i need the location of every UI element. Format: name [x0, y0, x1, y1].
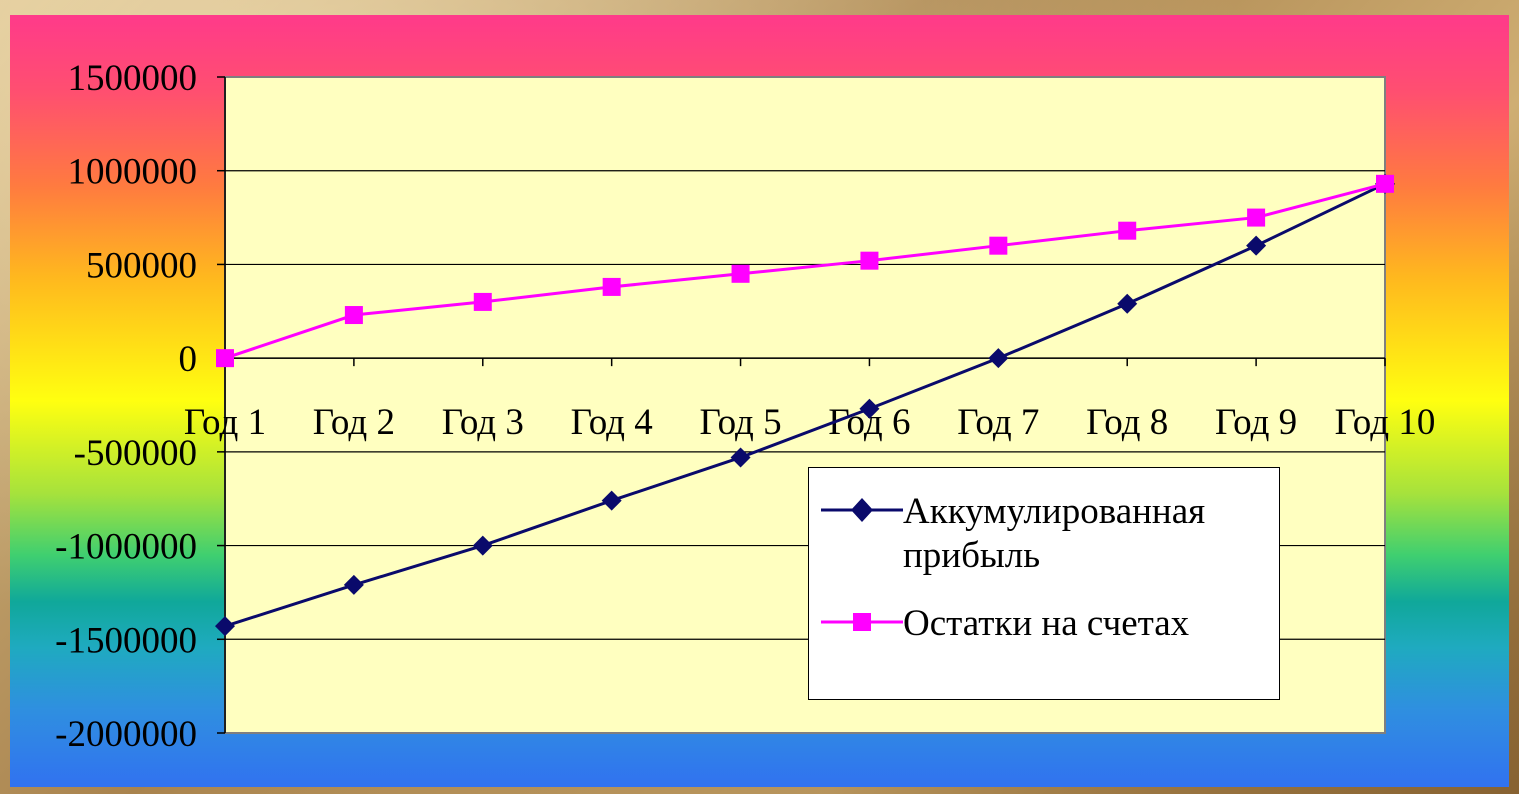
y-tick-label: 1500000: [68, 58, 198, 99]
y-tick-label: -1500000: [55, 620, 197, 661]
series-layer: [215, 173, 1395, 637]
data-point: [1118, 221, 1137, 240]
legend-swatch-accumulated-profit: [809, 490, 903, 530]
legend: Аккумулированная прибыль Остатки на счет…: [808, 467, 1280, 700]
data-point: [730, 447, 751, 468]
series-line: [224, 182, 1386, 628]
legend-label-accumulated-profit: Аккумулированная прибыль: [903, 491, 1206, 576]
data-point: [1376, 174, 1394, 193]
data-point: [860, 251, 879, 270]
data-point: [731, 264, 750, 283]
y-tick-label: 1000000: [68, 152, 198, 193]
x-tick-label: Год 5: [699, 402, 781, 443]
x-tick-label: Год 10: [1335, 402, 1436, 443]
data-point: [216, 349, 234, 368]
y-tick-label: -500000: [74, 433, 197, 474]
data-point: [988, 348, 1009, 369]
legend-item-account-balances: Остатки на счетах: [809, 602, 1263, 646]
series-line: [224, 182, 1386, 360]
data-point: [472, 535, 493, 556]
x-tick-label: Год 4: [571, 402, 653, 443]
legend-swatch-account-balances: [809, 602, 903, 642]
x-tick-label: Год 8: [1086, 402, 1168, 443]
x-tick-label: Год 7: [957, 402, 1039, 443]
y-tick-label: -2000000: [55, 714, 197, 755]
data-point: [1117, 293, 1138, 314]
data-point: [859, 398, 880, 419]
x-tick-label: Год 1: [184, 402, 266, 443]
data-point: [344, 306, 363, 325]
x-tick-label: Год 9: [1215, 402, 1297, 443]
y-tick-label: -1000000: [55, 527, 197, 568]
series-1: [216, 174, 1394, 368]
data-point: [1247, 208, 1266, 227]
legend-item-accumulated-profit: Аккумулированная прибыль: [809, 490, 1263, 578]
data-point: [215, 616, 235, 637]
y-tick-label: 500000: [86, 245, 197, 286]
y-tick-label: 0: [179, 339, 198, 380]
data-point: [343, 574, 364, 595]
x-tick-label: Год 3: [442, 402, 524, 443]
y-axis-ticks: 1500000 1000000 500000 0 -500000 -1000000 -150…: [55, 58, 225, 755]
data-point: [601, 490, 622, 511]
data-point: [1246, 235, 1267, 256]
legend-label-account-balances: Остатки на счетах: [903, 603, 1190, 644]
x-tick-label: Год 2: [313, 402, 395, 443]
data-point: [602, 277, 621, 296]
data-point: [989, 236, 1008, 255]
data-point: [473, 292, 492, 311]
